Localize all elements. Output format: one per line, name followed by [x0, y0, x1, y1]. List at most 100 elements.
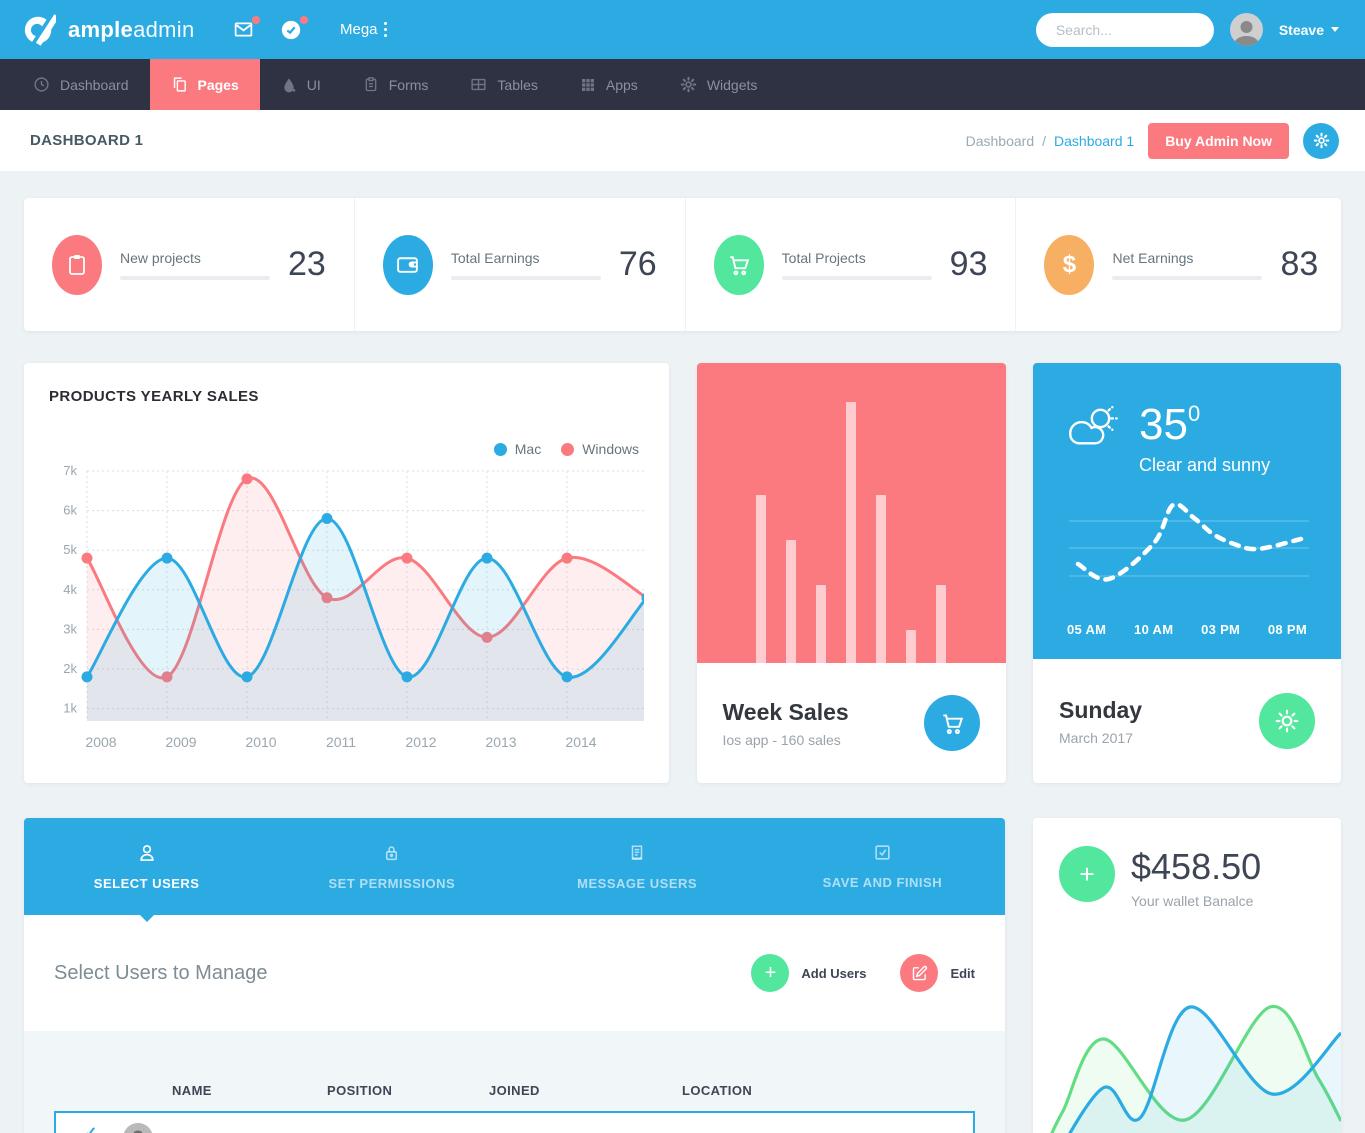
progress-bar — [781, 276, 932, 281]
tab-select-users[interactable]: SELECT USERS — [24, 818, 269, 915]
svg-text:5k: 5k — [63, 542, 77, 557]
nav-item-dashboard[interactable]: Dashboard — [12, 59, 150, 110]
breadcrumb-dashboard[interactable]: Dashboard — [965, 132, 1035, 149]
mega-menu-label: Mega — [340, 21, 378, 38]
wallet-card: + $458.50 Your wallet Banalce — [1033, 818, 1341, 1133]
main-navbar: Dashboard Pages UI Forms Tables Apps Wid… — [0, 59, 1365, 110]
progress-bar — [120, 276, 270, 281]
user-wizard-card: SELECT USERS SET PERMISSIONS MESSAGE USE… — [24, 818, 1005, 1133]
svg-text:2014: 2014 — [565, 734, 596, 750]
table-header-row: NAME POSITION JOINED LOCATION — [172, 1083, 753, 1098]
svg-text:3k: 3k — [63, 621, 77, 636]
gear-icon — [680, 76, 697, 93]
breadcrumb-current[interactable]: Dashboard 1 — [1054, 132, 1135, 149]
stat-label: Net Earnings — [1112, 249, 1194, 266]
section-heading: Select Users to Manage — [54, 961, 268, 984]
nav-item-widgets[interactable]: Widgets — [659, 59, 779, 110]
stat-net-earnings: $ Net Earnings 83 — [1015, 198, 1346, 331]
check-square-icon — [873, 843, 892, 862]
document-icon — [628, 843, 646, 863]
active-tab-pointer — [138, 914, 155, 922]
nav-item-apps[interactable]: Apps — [559, 59, 659, 110]
nav-item-tables[interactable]: Tables — [449, 59, 558, 110]
tasks-icon[interactable] — [280, 15, 308, 41]
svg-text:2k: 2k — [63, 661, 77, 676]
avatar — [123, 1123, 154, 1133]
add-funds-button[interactable]: + — [1059, 846, 1115, 902]
legend-dot-mac — [493, 442, 507, 456]
svg-text:1k: 1k — [63, 701, 77, 716]
logo-icon — [22, 13, 56, 47]
stat-label: Total Earnings — [450, 249, 540, 266]
nav-item-pages[interactable]: Pages — [149, 59, 260, 110]
tab-set-permissions[interactable]: SET PERMISSIONS — [269, 818, 514, 915]
svg-text:2011: 2011 — [326, 734, 356, 750]
add-users-button[interactable]: + Add Users — [751, 954, 866, 992]
buy-admin-button[interactable]: Buy Admin Now — [1148, 122, 1289, 159]
user-icon — [137, 843, 157, 863]
svg-text:2013: 2013 — [485, 734, 516, 750]
wallet-balance-chart — [1033, 993, 1341, 1133]
app-logo[interactable]: ampleadmin — [0, 0, 213, 59]
search-box[interactable] — [1035, 12, 1253, 47]
svg-text:7k: 7k — [63, 463, 77, 478]
notification-dot — [252, 16, 260, 24]
svg-text:2009: 2009 — [165, 734, 196, 750]
users-table: NAME POSITION JOINED LOCATION ✓ — [24, 1031, 1005, 1133]
breadcrumb-bar: DASHBOARD 1 Dashboard / Dashboard 1 Buy … — [0, 110, 1365, 171]
week-sales-bar-chart — [696, 363, 1006, 663]
edit-button[interactable]: Edit — [900, 954, 975, 992]
stats-summary-card: New projects 23 Total Earnings 76 Total … — [24, 198, 1341, 331]
cart-icon — [713, 234, 764, 295]
legend-dot-windows — [561, 442, 575, 456]
chevron-down-icon — [1331, 27, 1339, 32]
tab-save-finish[interactable]: SAVE AND FINISH — [760, 818, 1005, 915]
dollar-icon: $ — [1044, 234, 1095, 295]
user-menu[interactable]: Steave — [1279, 22, 1339, 38]
stat-total-earnings: Total Earnings 76 — [353, 198, 685, 331]
table-row[interactable]: ✓ — [54, 1111, 975, 1133]
stat-label: Total Projects — [781, 249, 866, 266]
paint-drop-icon — [281, 77, 297, 93]
week-sales-bar — [936, 585, 946, 663]
week-sales-title: Week Sales — [722, 698, 849, 725]
edit-pencil-icon — [900, 954, 939, 992]
products-yearly-sales-card: PRODUCTS YEARLY SALES Mac Windows 1k 2k 3k… — [24, 363, 669, 783]
clock-icon — [33, 76, 50, 93]
plus-icon: + — [1079, 858, 1095, 889]
week-sales-card: Week Sales Ios app - 160 sales — [696, 363, 1006, 783]
settings-button[interactable] — [1303, 122, 1339, 159]
user-avatar[interactable] — [1229, 13, 1263, 46]
sun-button[interactable] — [1259, 693, 1315, 749]
search-input[interactable] — [1055, 21, 1237, 38]
mega-menu[interactable]: Mega — [340, 21, 388, 38]
stat-value: 83 — [1280, 245, 1319, 283]
yearly-sales-chart: 1k 2k 3k 4k 5k 6k 7k 2008 2009 2010 2011 2012 2013 20… — [49, 463, 644, 755]
tab-message-users[interactable]: MESSAGE USERS — [515, 818, 760, 915]
weather-day: Sunday — [1059, 696, 1143, 723]
svg-text:6k: 6k — [63, 503, 77, 518]
clipboard-icon — [52, 234, 102, 295]
week-sales-bar — [846, 402, 856, 663]
grid-icon — [580, 77, 596, 93]
wizard-tabs: SELECT USERS SET PERMISSIONS MESSAGE USE… — [24, 818, 1005, 922]
messages-icon[interactable] — [233, 16, 260, 40]
nav-item-forms[interactable]: Forms — [342, 59, 450, 110]
pages-icon — [171, 76, 188, 93]
chart-legend: Mac Windows — [493, 441, 639, 457]
row-checkbox[interactable]: ✓ — [84, 1123, 97, 1133]
weather-month: March 2017 — [1059, 729, 1133, 746]
temperature-curve-chart — [1069, 491, 1309, 596]
wallet-balance-label: Your wallet Banalce — [1131, 893, 1254, 909]
cart-button[interactable] — [923, 695, 980, 751]
nav-item-ui[interactable]: UI — [260, 59, 342, 110]
week-sales-bar — [906, 630, 916, 663]
top-header: ampleadmin Mega Steave — [0, 0, 1365, 59]
plus-icon: + — [751, 954, 790, 992]
clipboard-icon — [363, 76, 379, 93]
progress-bar — [450, 276, 601, 281]
chart-title: PRODUCTS YEARLY SALES — [49, 388, 259, 405]
stat-total-projects: Total Projects 93 — [684, 198, 1016, 331]
svg-text:2010: 2010 — [245, 734, 276, 750]
stat-value: 23 — [288, 245, 326, 283]
